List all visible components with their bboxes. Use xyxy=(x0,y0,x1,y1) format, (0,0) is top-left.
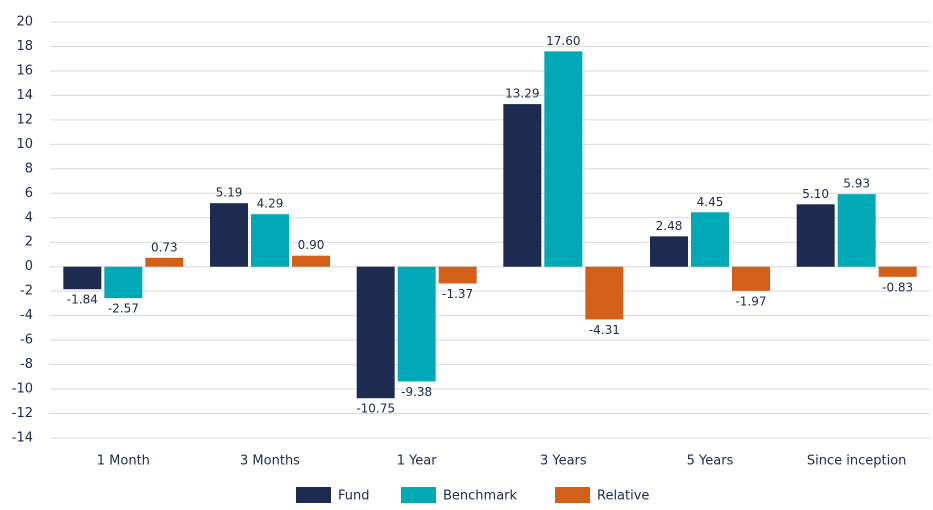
value-label: -1.97 xyxy=(735,294,766,308)
legend-label: Benchmark xyxy=(443,489,518,504)
y-tick-label: -6 xyxy=(20,333,33,348)
bar xyxy=(585,266,624,320)
y-tick-label: -4 xyxy=(20,308,33,323)
bar xyxy=(356,266,395,399)
value-label: 5.19 xyxy=(216,186,243,200)
bar xyxy=(292,255,330,267)
value-label: -10.75 xyxy=(356,402,395,416)
legend-swatch xyxy=(555,487,590,503)
x-tick-label: 1 Year xyxy=(397,454,438,469)
y-tick-label: 8 xyxy=(25,161,33,176)
value-label: 5.93 xyxy=(843,177,870,191)
bar xyxy=(438,266,477,284)
y-tick-label: -2 xyxy=(20,284,33,299)
y-tick-label: -8 xyxy=(20,357,33,372)
value-label: -9.38 xyxy=(401,385,432,399)
y-tick-label: 14 xyxy=(16,88,33,103)
bar xyxy=(503,104,542,267)
bar xyxy=(837,194,876,267)
x-tick-label: 3 Months xyxy=(240,454,300,469)
y-tick-label: 2 xyxy=(25,235,33,250)
bar xyxy=(145,257,184,267)
x-tick-label: Since inception xyxy=(807,454,907,469)
y-tick-label: 20 xyxy=(16,15,33,30)
value-label: -2.57 xyxy=(108,302,139,316)
x-tick-label: 3 Years xyxy=(540,454,587,469)
value-label: 5.10 xyxy=(802,187,829,201)
bar xyxy=(104,266,143,299)
legend-swatch xyxy=(296,487,331,503)
y-tick-label: 6 xyxy=(25,186,33,201)
value-label: 13.29 xyxy=(505,87,539,101)
bar xyxy=(397,266,436,382)
y-tick-label: -10 xyxy=(12,382,33,397)
bar xyxy=(63,266,102,290)
y-tick-label: 18 xyxy=(16,39,33,54)
bar xyxy=(544,51,583,267)
legend-label: Relative xyxy=(597,489,649,504)
value-label: 0.73 xyxy=(151,240,178,254)
value-label: -1.37 xyxy=(442,287,473,301)
x-tick-label: 5 Years xyxy=(687,454,734,469)
legend-swatch xyxy=(401,487,436,503)
bar xyxy=(251,214,289,267)
y-tick-label: 4 xyxy=(25,210,33,225)
y-tick-label: -12 xyxy=(12,406,33,421)
bar xyxy=(210,203,248,267)
value-label: -0.83 xyxy=(882,280,913,294)
y-tick-label: 12 xyxy=(16,112,33,127)
x-tick-label: 1 Month xyxy=(97,454,150,469)
bar xyxy=(878,266,917,277)
y-tick-label: -14 xyxy=(12,431,33,446)
bar xyxy=(691,212,729,267)
bar xyxy=(732,266,770,291)
value-label: 4.45 xyxy=(697,195,724,209)
bar xyxy=(796,204,835,267)
value-label: 4.29 xyxy=(257,197,284,211)
value-label: 2.48 xyxy=(656,219,683,233)
value-label: 0.90 xyxy=(298,238,325,252)
value-label: -1.84 xyxy=(67,293,98,307)
legend-label: Fund xyxy=(338,489,370,504)
y-tick-label: 10 xyxy=(16,137,33,152)
value-label: -4.31 xyxy=(589,323,620,337)
y-tick-label: 0 xyxy=(25,259,33,274)
y-tick-label: 16 xyxy=(16,63,33,78)
value-label: 17.60 xyxy=(546,34,580,48)
bar xyxy=(650,236,688,267)
